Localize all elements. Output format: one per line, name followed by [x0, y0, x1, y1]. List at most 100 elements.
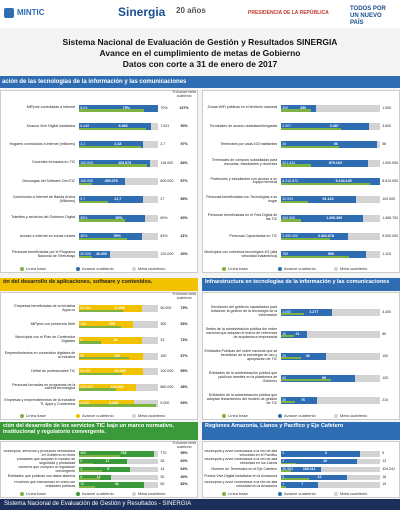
row-label: Municipios, servicios y productos certif…: [3, 450, 76, 457]
avance-bar: [281, 458, 358, 465]
meta-label: 120.000: [160, 252, 174, 257]
column-header: % Avance meta cuatrienio: [172, 90, 196, 98]
pct-label: 84%: [180, 160, 188, 165]
avance-bar: [79, 466, 131, 473]
base-bar: [281, 313, 304, 316]
avance-bar: [79, 368, 144, 376]
subtitle: Avance en el cumplimiento de metas de Go…: [99, 48, 301, 58]
avance-bar: [79, 458, 128, 465]
row-label: Déficit de profesionales TIC: [31, 368, 76, 373]
base-bar: [79, 237, 127, 240]
legend-swatch: [334, 413, 338, 418]
row-label: Sectores que cumplen la regulación conve…: [18, 465, 76, 473]
meta-label: 14: [160, 466, 165, 471]
meta-label: 3.800: [382, 124, 392, 128]
row-label: Número de Terminales en el Eje Cafetero: [211, 466, 278, 471]
legend-swatch: [222, 491, 226, 496]
pct-label: 41%: [180, 234, 188, 238]
avance-label: 3.440: [109, 400, 119, 405]
base-label: 301.433: [282, 160, 296, 165]
header: MINTIC Sinergia 20 años PRESIDENCIA DE L…: [0, 0, 400, 28]
pct-label: 85%: [180, 197, 188, 202]
meta-bar: [281, 330, 381, 338]
avance-label: 76: [300, 397, 305, 402]
base-bar: [79, 357, 130, 360]
base-label: 6.448: [80, 124, 90, 128]
pct-label: 82%: [180, 482, 188, 487]
legend-label: Meta cuatrienio: [340, 413, 368, 418]
pct-label: 57%: [180, 179, 188, 183]
base-label: 54.482: [80, 369, 92, 374]
avance-bar: [79, 251, 110, 259]
meta-label: 1.115: [382, 252, 391, 257]
avance-bar: [281, 104, 316, 112]
avance-bar: [79, 141, 144, 149]
base-label: 158: [80, 322, 87, 327]
pct-label: 64%: [180, 466, 188, 471]
base-label: 4: [80, 466, 83, 471]
avance-label: 1.209.359: [326, 215, 343, 220]
row-label: Entidades que adoptan el modelo de segur…: [16, 457, 76, 465]
legend-swatch: [278, 266, 282, 271]
meta-label: 33: [160, 337, 165, 342]
base-bar: [281, 237, 330, 240]
base-bar: [281, 109, 311, 112]
base-label: 20: [282, 353, 287, 358]
section-heading: Infraestructura en tecnologías de la inf…: [202, 278, 400, 291]
avance-label: 71.338: [113, 306, 125, 311]
meta-label: 120.000: [382, 197, 396, 202]
base-label: 1: [282, 482, 285, 487]
legend-swatch: [222, 266, 226, 271]
avance-label: 21: [295, 331, 300, 336]
meta-label: 2,7: [160, 142, 166, 147]
meta-label: 1.465.700: [382, 215, 399, 220]
avance-label: 120: [114, 353, 121, 358]
row-label: Descargas del Software CeroTIC: [22, 178, 76, 183]
row-label: Municipios con el Plan de Contenidos Dig…: [15, 335, 76, 344]
meta-bar: [281, 104, 381, 112]
avance-bar: [79, 474, 111, 481]
avance-bar: [79, 123, 151, 130]
meta-bar: [79, 474, 159, 481]
base-bar: [281, 145, 340, 149]
legend-swatch: [334, 266, 338, 271]
base-label: 61%: [80, 105, 88, 110]
avance-label: 6.893: [118, 124, 128, 128]
base-label: 400.000: [80, 384, 94, 389]
legend-swatch: [76, 266, 80, 271]
legend-swatch: [278, 491, 282, 496]
row-label: Municipios y ANM conectados a la red de …: [204, 481, 278, 489]
avance-bar: [79, 196, 143, 204]
meta-label: 5.000.000: [382, 234, 399, 238]
base-label: 300.000: [282, 215, 296, 220]
pct-label: 53%: [180, 322, 188, 327]
logo: 20 años: [176, 6, 206, 15]
meta-label: 1.000: [382, 105, 392, 110]
avance-bar: [79, 159, 150, 167]
footer: Sistema Nacional de Evaluación de Gestió…: [0, 499, 400, 510]
base-bar: [281, 401, 296, 404]
avance-label: 2,18: [114, 142, 122, 147]
logo: PRESIDENCIA DE LA REPÚBLICA: [248, 10, 329, 16]
base-label: 4.850: [80, 400, 90, 405]
avance-label: 350: [300, 105, 307, 110]
meta-label: 19: [382, 482, 387, 487]
legend-swatch: [20, 266, 24, 271]
base-bar: [79, 388, 117, 391]
base-bar: [281, 127, 342, 130]
base-bar: [281, 485, 287, 488]
legend-label: Meta cuatrienio: [340, 266, 368, 271]
avance-bar: [281, 251, 367, 259]
avance-bar: [79, 214, 146, 222]
avance-label: 4: [324, 451, 327, 456]
mintic-icon: [4, 8, 14, 18]
base-bar: [281, 357, 301, 360]
pct-label: 48%: [180, 384, 188, 389]
avance-label: 26: [113, 337, 118, 342]
meta-label: 18: [382, 474, 387, 479]
base-bar: [281, 462, 297, 465]
legend-swatch: [76, 491, 80, 496]
row-label: Puntos Vive Digital instalados en la Ama…: [204, 474, 278, 479]
base-bar: [79, 109, 144, 112]
